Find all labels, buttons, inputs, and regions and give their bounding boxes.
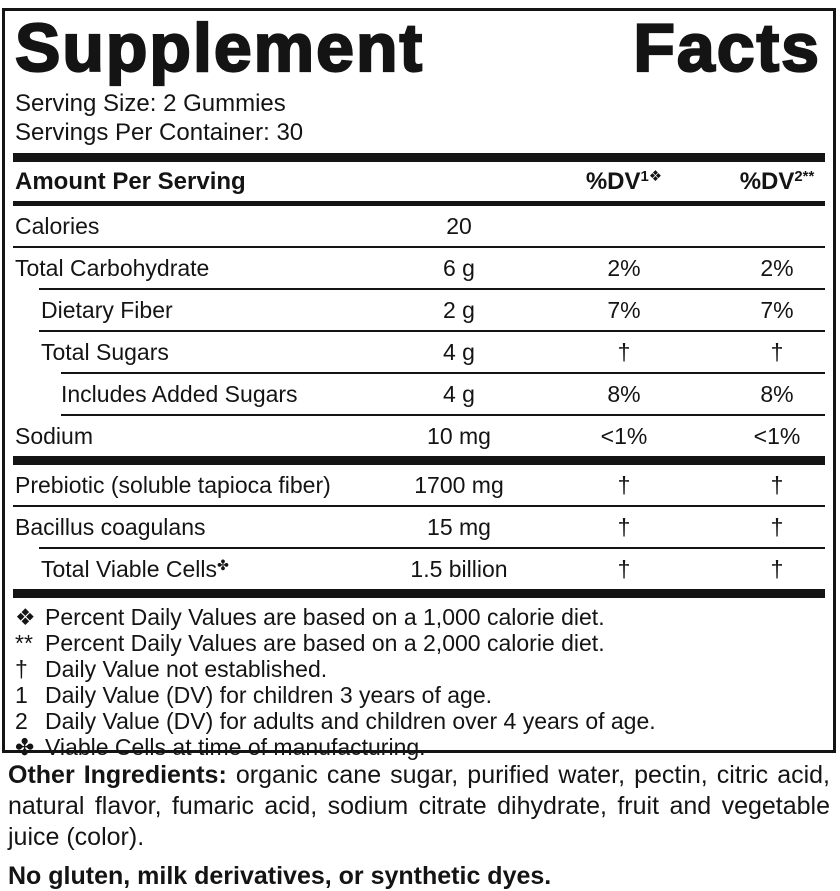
table-row-calories: Calories 20 [13,206,825,246]
column-header-dv1: %DV1❖ [585,167,663,195]
below-panel-section: Other Ingredients: organic cane sugar, p… [2,760,836,891]
nutrient-name: Prebiotic (soluble tapioca fiber) [15,471,331,498]
table-header-row: Amount Per Serving %DV1❖ %DV2** [13,162,825,201]
footnote-viable-cells: ✤ Viable Cells at time of manufacturing. [15,734,426,761]
footnote-children: 1 Daily Value (DV) for children 3 years … [15,682,492,709]
footnote-dv1: ❖ Percent Daily Values are based on a 1,… [15,604,605,631]
nutrient-dv2: † [770,555,784,582]
nutrient-name: Bacillus coagulans [15,513,206,540]
table-row-bacillus-coagulans: Bacillus coagulans 15 mg † † [13,507,825,547]
serving-size: Serving Size: 2 Gummies [15,90,286,118]
footnotes-section: ❖ Percent Daily Values are based on a 1,… [13,598,825,764]
nutrient-name: Total Carbohydrate [15,254,210,281]
serving-info: Serving Size: 2 Gummies Servings Per Con… [13,87,825,153]
nutrient-amount: 20 [446,212,472,239]
allergen-statement: No gluten, milk derivatives, or syntheti… [8,862,552,890]
row-divider [61,414,825,417]
nutrient-dv2: 7% [760,296,794,323]
row-divider [39,288,825,291]
footnote-marker-club-icon: ✤ [15,734,35,761]
nutrient-dv1: † [617,471,631,498]
nutrient-dv2: <1% [753,422,801,449]
nutrient-amount: 1700 mg [414,471,504,498]
thick-divider-middle [13,456,825,466]
dv2-superscript: 2** [794,169,815,186]
nutrient-amount: 1.5 billion [410,555,508,582]
column-header-dv2: %DV2** [739,167,815,195]
nutrient-name: Total Viable Cells✤ [41,555,229,582]
header-rule [13,201,825,207]
row-divider [39,330,825,333]
nutrient-dv1: 8% [607,380,641,407]
nutrient-name: Total Sugars [41,338,169,365]
nutrient-dv2: † [770,513,784,540]
nutrient-dv2: † [770,471,784,498]
table-row-total-sugars: Total Sugars 4 g † † [13,332,825,372]
nutrient-dv1: † [617,555,631,582]
nutrient-amount: 10 mg [427,422,491,449]
nutrient-dv1: 7% [607,296,641,323]
row-divider [13,505,825,508]
nutrient-amount: 2 g [443,296,475,323]
nutrient-amount: 15 mg [427,513,491,540]
nutrient-dv2: † [770,338,784,365]
nutrient-amount: 4 g [443,338,475,365]
table-row-sodium: Sodium 10 mg <1% <1% [13,416,825,456]
nutrient-dv1: † [617,338,631,365]
nutrient-name: Calories [15,212,100,239]
nutrient-dv1: † [617,513,631,540]
panel-title: Supplement Facts [14,10,821,86]
footnote-marker-diamond-icon: ❖ [15,604,36,631]
row-divider [39,547,825,550]
column-header-amount: Amount Per Serving [15,167,246,195]
footnote-marker-dagger-icon: † [15,656,28,683]
footnote-adults: 2 Daily Value (DV) for adults and childr… [15,708,656,735]
nutrient-amount: 6 g [443,254,475,281]
nutrient-name: Includes Added Sugars [61,380,298,407]
nutrient-dv1: <1% [600,422,648,449]
other-ingredients-paragraph: Other Ingredients: organic cane sugar, p… [8,760,830,853]
row-divider [61,372,825,375]
nutrient-amount: 4 g [443,380,475,407]
footnote-marker-2: 2 [15,708,28,735]
supplement-facts-panel: Supplement Facts Serving Size: 2 Gummies… [2,8,836,760]
other-ingredients-list: organic cane sugar, purified water, pect… [8,761,831,851]
footnote-marker-asterisks: ** [15,630,33,657]
nutrient-dv2: 2% [760,254,794,281]
viable-cells-superscript: ✤ [217,557,229,574]
nutrient-name: Dietary Fiber [41,296,173,323]
nutrient-dv2: 8% [760,380,794,407]
servings-per-container: Servings Per Container: 30 [15,119,304,147]
nutrient-dv1: 2% [607,254,641,281]
nutrient-name: Sodium [15,422,93,449]
footnote-marker-1: 1 [15,682,28,709]
table-row-total-carbohydrate: Total Carbohydrate 6 g 2% 2% [13,248,825,288]
table-row-total-viable-cells: Total Viable Cells✤ 1.5 billion † † [13,549,825,589]
dv1-superscript: 1❖ [640,169,663,186]
table-row-prebiotic: Prebiotic (soluble tapioca fiber) 1700 m… [13,465,825,505]
table-row-dietary-fiber: Dietary Fiber 2 g 7% 7% [13,290,825,330]
thick-divider-bottom [13,589,825,599]
other-ingredients-label: Other Ingredients: [8,761,227,789]
footnote-dagger: † Daily Value not established. [15,656,328,683]
footnote-dv2: ** Percent Daily Values are based on a 2… [15,630,605,657]
row-divider [13,246,825,249]
thick-divider-top [13,153,825,163]
table-row-added-sugars: Includes Added Sugars 4 g 8% 8% [13,374,825,414]
